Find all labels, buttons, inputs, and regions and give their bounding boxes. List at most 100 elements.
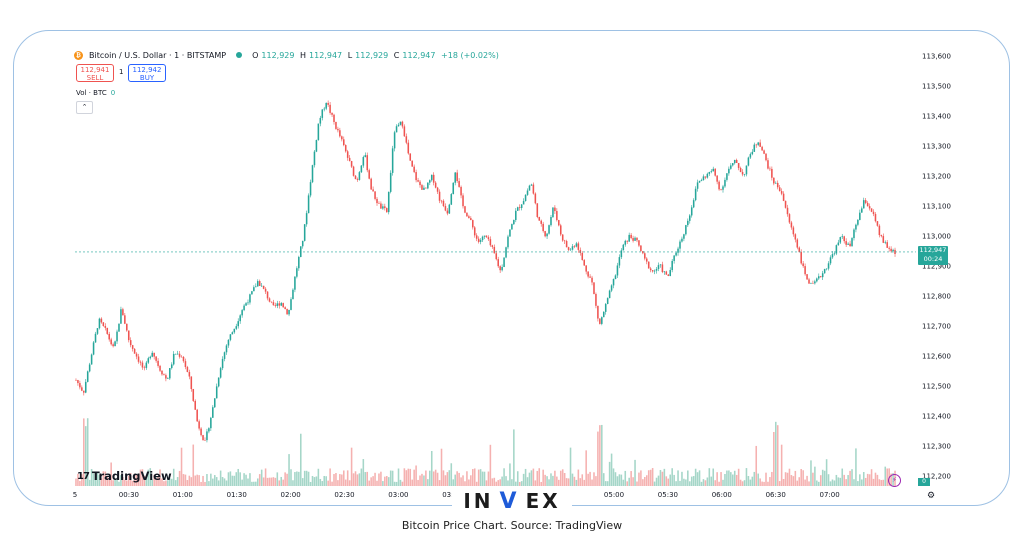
volume-bar [186, 480, 189, 486]
candle-body [442, 200, 445, 207]
ohlc-open-label: O [252, 50, 259, 60]
volume-bar [595, 476, 597, 486]
candle-body [866, 202, 869, 207]
volume-bar [520, 481, 523, 486]
candle-body [853, 229, 855, 239]
candle-body [845, 241, 847, 245]
candle-body [538, 217, 541, 221]
candle-body [495, 253, 498, 260]
candle-body [430, 174, 433, 181]
candle-body [861, 208, 863, 213]
ohlc-close-value: 112,947 [402, 50, 436, 60]
volume-bar [452, 479, 455, 486]
candle-body [94, 333, 97, 343]
tradingview-logo[interactable]: 17 TradingView [77, 469, 172, 483]
volume-bar [141, 469, 144, 486]
volume-bar [747, 476, 750, 486]
candle-body [262, 285, 265, 289]
volume-bar [448, 470, 451, 486]
candle-body [241, 310, 243, 316]
volume-bar [432, 471, 435, 486]
candle-body [808, 279, 810, 284]
volume-legend[interactable]: Vol · BTC 0 [76, 89, 115, 97]
volume-bar [237, 468, 240, 486]
candle-body [501, 266, 503, 271]
volume-bar [174, 480, 177, 486]
sell-button[interactable]: 112,941 SELL [76, 64, 114, 82]
candle-body [315, 140, 318, 152]
volume-bar [847, 475, 849, 486]
volume-bar [530, 470, 533, 486]
volume-bar [86, 418, 89, 486]
candle-body [268, 298, 271, 302]
symbol-title[interactable]: Bitcoin / U.S. Dollar · 1 · BITSTAMP [89, 50, 227, 60]
candle-body [143, 367, 146, 369]
settings-gear-icon[interactable]: ⚙ [927, 491, 936, 501]
volume-bar [552, 475, 554, 486]
candle-body [516, 207, 519, 211]
candle-body [266, 291, 269, 299]
volume-bar [229, 471, 232, 486]
volume-bar [425, 470, 427, 486]
candle-body [370, 178, 372, 190]
volume-bar [751, 476, 754, 486]
candle-body [333, 114, 335, 122]
candle-body [429, 180, 431, 183]
candle-body [806, 274, 808, 280]
figure-caption: Bitcoin Price Chart. Source: TradingView [401, 519, 623, 532]
candle-body [79, 383, 81, 388]
volume-bar [833, 480, 836, 486]
candle-body [196, 409, 198, 422]
y-tick-label: 113,100 [922, 203, 951, 211]
y-tick-label: 112,500 [922, 383, 951, 391]
volume-bar [188, 475, 191, 486]
candle-body [708, 172, 711, 174]
ohlc-close-label: C [393, 50, 400, 60]
flash-icon[interactable]: ⚡ [888, 474, 901, 487]
volume-bar [317, 468, 320, 486]
candle-body [270, 301, 273, 303]
candle-body [534, 193, 537, 204]
volume-bar [706, 477, 709, 486]
tradingview-icon: 17 [77, 470, 90, 482]
candle-body [614, 275, 617, 280]
candle-body [755, 144, 758, 146]
volume-bar [794, 470, 797, 486]
candle-body [645, 258, 648, 262]
candle-body [673, 255, 675, 261]
candle-body [880, 235, 883, 237]
candle-body [694, 188, 697, 201]
volume-bar [198, 475, 200, 486]
candle-body [329, 104, 331, 113]
volume-bar [544, 474, 546, 486]
candle-body [86, 371, 89, 382]
candle-body [470, 218, 472, 221]
candle-body [127, 330, 130, 341]
candle-body [427, 182, 429, 189]
x-tick-label: 07:00 [820, 491, 840, 499]
candle-body [301, 240, 304, 247]
candle-body [722, 186, 724, 190]
candle-body [859, 212, 861, 220]
candle-body [616, 265, 619, 276]
candle-body [399, 121, 402, 125]
volume-bar [98, 475, 101, 486]
candle-body [159, 365, 161, 371]
candle-body [386, 208, 388, 213]
volume-bar [255, 481, 257, 486]
candle-body [384, 206, 386, 209]
buy-button[interactable]: 112,942 BUY [128, 64, 166, 82]
volume-bar [559, 470, 562, 486]
volume-bar [513, 429, 515, 486]
candle-body [784, 200, 787, 208]
volume-bar [507, 480, 509, 486]
volume-bar [587, 473, 589, 486]
collapse-legend-button[interactable]: ⌃ [76, 101, 93, 114]
volume-bar [538, 468, 541, 486]
volume-bar [769, 477, 771, 486]
volume-bar [266, 477, 269, 486]
volume-bar [223, 478, 226, 486]
candle-body [100, 318, 103, 323]
volume-bar [196, 474, 198, 486]
